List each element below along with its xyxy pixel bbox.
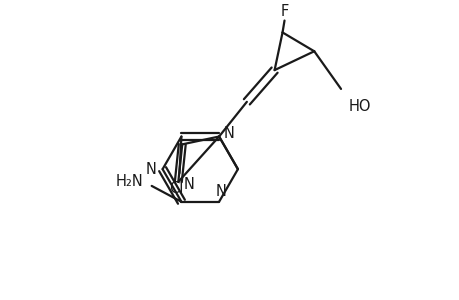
Text: Cl: Cl: [169, 181, 183, 196]
Text: N: N: [183, 177, 194, 192]
Text: HO: HO: [348, 99, 371, 114]
Text: N: N: [146, 162, 157, 177]
Text: N: N: [215, 184, 226, 199]
Text: F: F: [280, 4, 288, 19]
Text: N: N: [224, 126, 235, 141]
Text: H₂N: H₂N: [116, 174, 144, 189]
